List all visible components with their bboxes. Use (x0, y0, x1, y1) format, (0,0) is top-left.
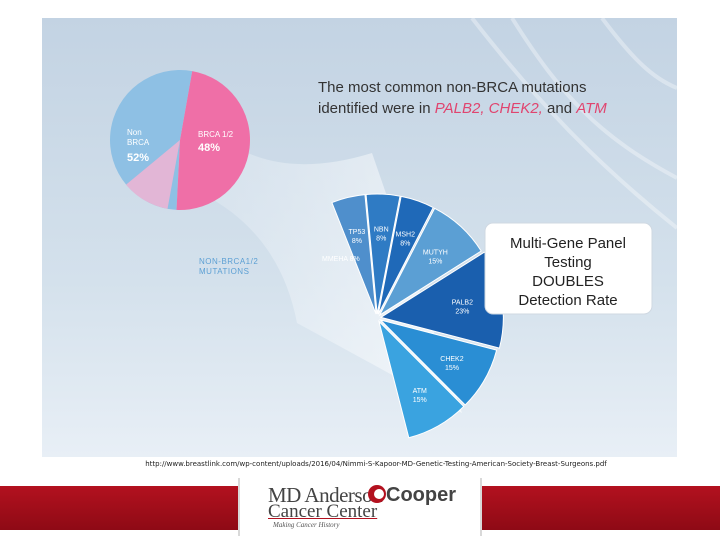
pie-right-label-chek2: CHEK2 (440, 356, 463, 363)
pie-right-slice-atm (378, 319, 465, 439)
pie-right-label-mutyh: MUTYH (423, 249, 448, 256)
non-brca-label-line2: MUTATIONS (199, 267, 249, 276)
pie-right-slice-msh2 (377, 195, 434, 315)
title-genes: PALB2, CHEK2, (435, 100, 543, 117)
non-brca-label-line1: NON-BRCA1/2 (199, 257, 258, 266)
dna-decoration (470, 18, 677, 230)
pie-right-label-msh2: MSH2 (396, 231, 416, 238)
source-citation[interactable]: http://www.breastlink.com/wp-content/upl… (145, 460, 607, 468)
pie-right-label-tp53: TP53 (349, 229, 366, 236)
logo-tagline: Making Cancer History (273, 521, 340, 529)
callout-line-4: Detection Rate (518, 292, 617, 309)
pie-right-slice-mutyh (378, 207, 482, 317)
slide-title-line1: The most common non-BRCA mutations (318, 79, 586, 96)
callout-line-1: Multi-Gene Panel (510, 235, 626, 252)
pie-right-slice-nbn (365, 193, 401, 315)
title-and: and (543, 100, 576, 117)
value-brca: 48% (198, 142, 220, 154)
callout-line-3: DOUBLES (532, 273, 604, 290)
callout-line-2: Testing (544, 254, 592, 271)
logo-md-anderson: MD Anderson (268, 483, 383, 507)
title-last-gene: ATM (575, 100, 607, 117)
label-brca: BRCA 1/2 (198, 130, 234, 139)
pie-right-slice-chek2 (378, 319, 498, 406)
label-non-brca-line1: Non (127, 128, 142, 137)
pie-left-slice-brca-1-2 (176, 71, 251, 211)
logo-cancer-center: Cancer Center (268, 501, 378, 522)
logo-panel (238, 478, 482, 536)
slide-title-line2: identified were in PALB2, CHEK2, and ATM (318, 100, 607, 117)
pie-right-value-mutyh: 15% (428, 258, 442, 265)
pie-right-value-msh2: 8% (400, 240, 410, 247)
cooper-c-icon (368, 485, 386, 503)
pie-right-value-chek2: 15% (445, 365, 459, 372)
pie-right-extra-label: MMEHA 8% (322, 256, 360, 263)
callout-box (484, 222, 653, 315)
pie-right-value-tp53: 8% (352, 238, 362, 245)
title-prefix: identified were in (318, 100, 435, 117)
pie-right-slice-tp53 (331, 194, 377, 315)
label-non-brca-line2: BRCA (127, 138, 150, 147)
pie-right-label-nbn: NBN (374, 227, 389, 234)
pie-right-value-palb2: 23% (455, 309, 469, 316)
value-non-brca: 52% (127, 152, 149, 164)
pie-right-label-palb2: PALB2 (452, 300, 473, 307)
pie-right-label-atm: ATM (413, 388, 427, 395)
pie-right: TP53 8% NBN 8% MSH2 8% MUTYH 15% PALB2 23% CHEK2 15… (322, 193, 504, 439)
logo-cooper: Cooper (386, 484, 456, 506)
pie-right-value-nbn: 8% (376, 236, 386, 243)
pie-left-highlight (126, 140, 180, 209)
pie-right-value-atm: 15% (413, 397, 427, 404)
